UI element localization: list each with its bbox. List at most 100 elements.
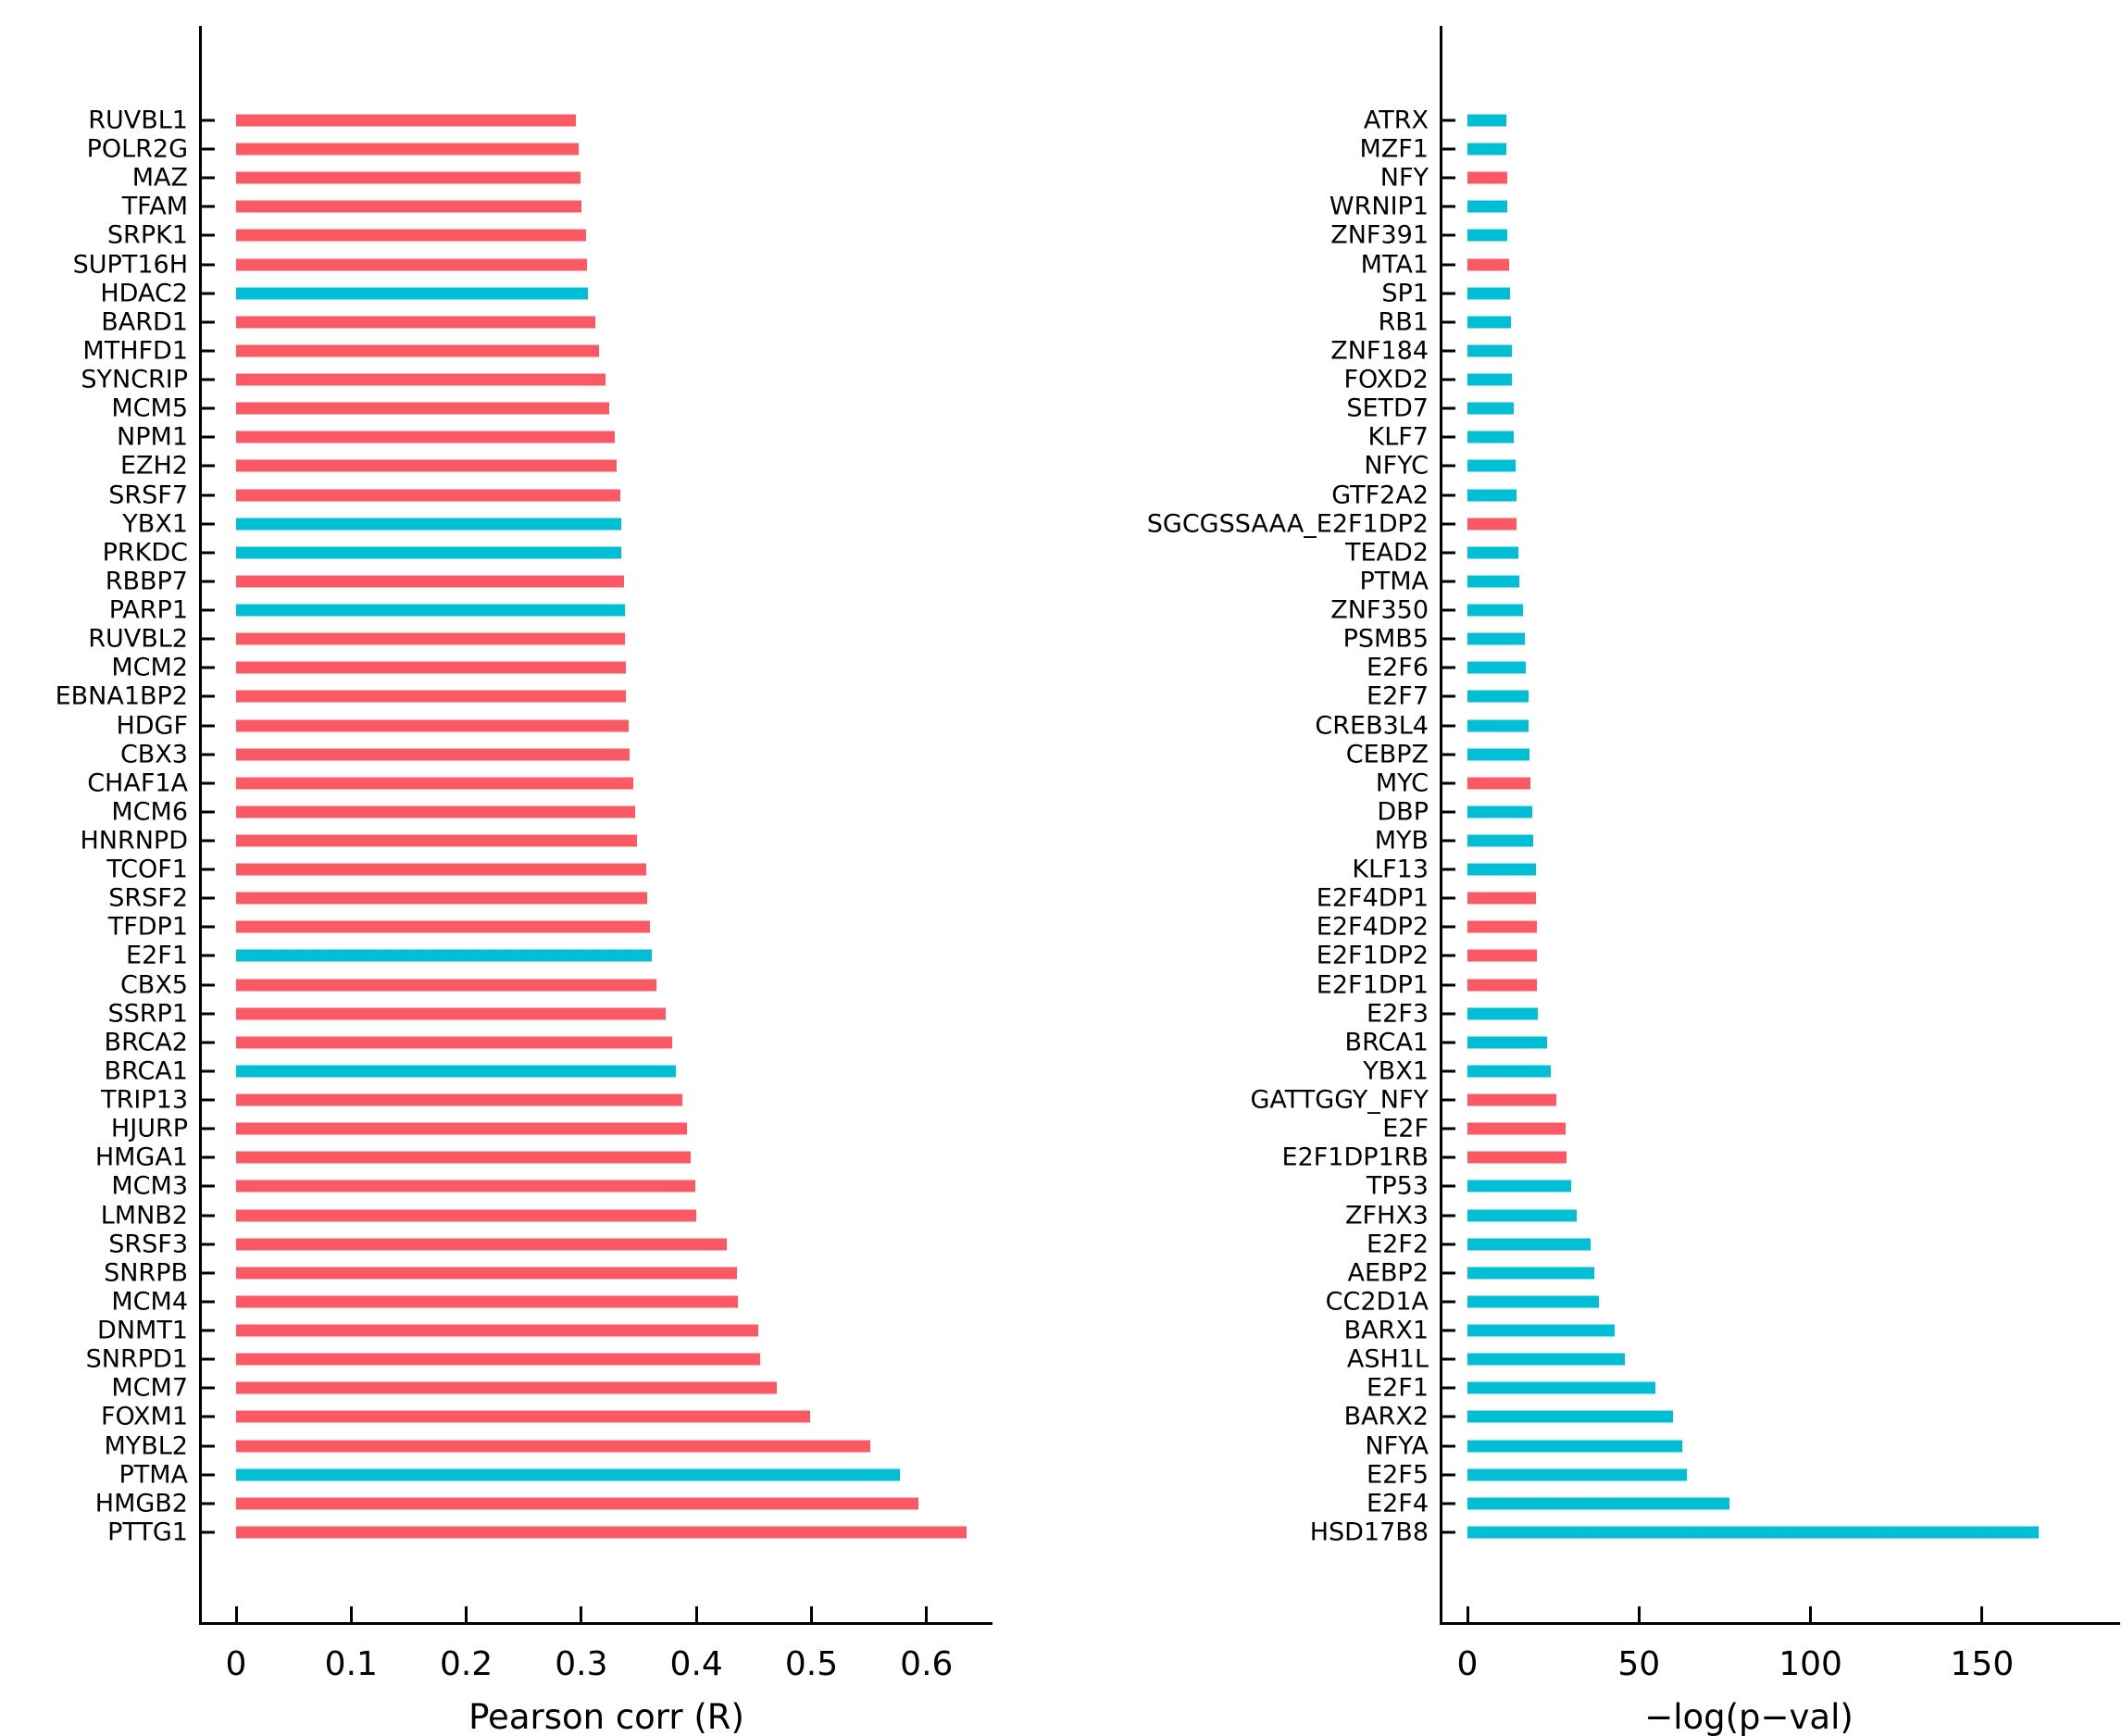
y-axis-tick: [1440, 954, 1455, 957]
bar-E2F4: [1467, 1497, 1729, 1510]
row-label: BRCA1: [104, 1056, 188, 1086]
y-axis-tick: [1440, 1386, 1455, 1390]
y-axis-tick: [199, 522, 215, 526]
bar-DNMT1: [236, 1324, 759, 1337]
y-axis-tick: [199, 1386, 215, 1390]
y-axis-tick: [1440, 147, 1455, 151]
row-label: GTF2A2: [1331, 481, 1429, 510]
row-label: SYNCRIP: [81, 365, 188, 394]
bar-BRCA1: [1467, 1036, 1547, 1049]
row-label: RUVBL2: [88, 624, 188, 654]
bar-CBX3: [236, 748, 630, 761]
bar-SNRPD1: [236, 1353, 760, 1366]
y-axis-tick: [1440, 1012, 1455, 1016]
bar-SETD7: [1467, 402, 1514, 415]
bar-KLF13: [1467, 863, 1537, 876]
y-axis-tick: [1440, 983, 1455, 987]
bar-BARX1: [1467, 1324, 1615, 1337]
row-label: SETD7: [1346, 393, 1429, 423]
row-label: BARD1: [101, 307, 188, 337]
y-axis-tick: [199, 1127, 215, 1130]
bar-E2F7: [1467, 690, 1529, 703]
y-axis-tick: [199, 580, 215, 583]
x-tick-label: 0: [225, 1645, 247, 1683]
y-axis-tick: [1440, 580, 1455, 583]
bar-MCM6: [236, 806, 636, 818]
y-axis-tick: [199, 1473, 215, 1477]
row-label: HNRNPD: [80, 826, 188, 856]
bar-E2F1DP1: [1467, 979, 1538, 992]
bar-SUPT16H: [236, 258, 588, 271]
y-axis-tick: [199, 724, 215, 728]
row-label: PSMB5: [1342, 624, 1429, 654]
row-label: E2F4: [1367, 1489, 1429, 1518]
x-axis-tick: [1809, 1606, 1813, 1622]
plot-area: [199, 26, 992, 1625]
y-axis-tick: [1440, 406, 1455, 410]
bar-MYBL2: [236, 1440, 870, 1453]
bar-SGCGSSAAA_E2F1DP2: [1467, 518, 1517, 531]
row-label: BARX1: [1343, 1316, 1429, 1345]
y-axis-tick: [199, 753, 215, 756]
y-axis-tick: [1440, 320, 1455, 324]
row-label: PTMA: [1359, 567, 1429, 596]
bar-HDGF: [236, 719, 629, 732]
bar-HJURP: [236, 1122, 688, 1135]
bar-SRSF7: [236, 489, 621, 502]
y-axis-tick: [1440, 1127, 1455, 1130]
bar-WRNIP1: [1467, 200, 1507, 213]
row-label: BRCA1: [1344, 1028, 1429, 1057]
bar-PRKDC: [236, 546, 622, 559]
row-label: E2F1: [1367, 1373, 1429, 1403]
bar-ZNF391: [1467, 229, 1508, 242]
y-axis-tick: [1440, 694, 1455, 698]
y-axis-tick: [1440, 1415, 1455, 1418]
bar-CHAF1A: [236, 777, 633, 790]
bar-MCM2: [236, 661, 627, 674]
row-label: PTMA: [119, 1460, 188, 1490]
bar-E2F6: [1467, 661, 1526, 674]
y-axis-tick: [199, 608, 215, 612]
x-axis-tick: [580, 1606, 583, 1622]
bar-MCM4: [236, 1295, 738, 1308]
bar-NPM1: [236, 431, 615, 443]
row-label: MTHFD1: [82, 336, 188, 366]
y-axis-tick: [1440, 263, 1455, 267]
row-label: PRKDC: [102, 538, 188, 568]
row-label: LMNB2: [100, 1201, 188, 1230]
y-axis-tick: [199, 205, 215, 208]
x-tick-label: 150: [1950, 1645, 2015, 1683]
row-label: HMGA1: [94, 1143, 188, 1172]
y-axis-tick: [199, 464, 215, 468]
row-label: E2F6: [1367, 653, 1429, 682]
y-axis-tick: [1440, 1329, 1455, 1332]
y-axis-tick: [199, 263, 215, 267]
bar-PTMA: [236, 1468, 901, 1481]
y-axis-tick: [199, 378, 215, 381]
x-tick-label: 0.2: [439, 1645, 493, 1683]
bar-TCOF1: [236, 863, 646, 876]
y-axis-tick: [199, 349, 215, 353]
row-label: E2F1: [126, 941, 188, 970]
bar-ZNF350: [1467, 604, 1523, 617]
y-axis-tick: [1440, 176, 1455, 180]
y-axis-tick: [1440, 1502, 1455, 1505]
bar-DBP: [1467, 806, 1533, 818]
bar-MTHFD1: [236, 344, 599, 357]
row-label: MAZ: [131, 163, 188, 193]
bar-E2F4DP2: [1467, 920, 1537, 933]
y-axis-tick: [1440, 925, 1455, 929]
bar-NFYC: [1467, 459, 1516, 472]
bar-TEAD2: [1467, 546, 1519, 559]
bar-TFDP1: [236, 920, 651, 933]
x-tick-label: 50: [1617, 1645, 1661, 1683]
row-label: CREB3L4: [1315, 711, 1429, 741]
x-tick-label: 0.4: [669, 1645, 723, 1683]
row-label: CBX5: [119, 970, 188, 1000]
bar-SRSF2: [236, 892, 647, 905]
y-axis-tick: [199, 810, 215, 814]
y-axis-tick: [1440, 1041, 1455, 1044]
row-label: FOXD2: [1343, 365, 1429, 394]
y-axis-tick: [1440, 349, 1455, 353]
